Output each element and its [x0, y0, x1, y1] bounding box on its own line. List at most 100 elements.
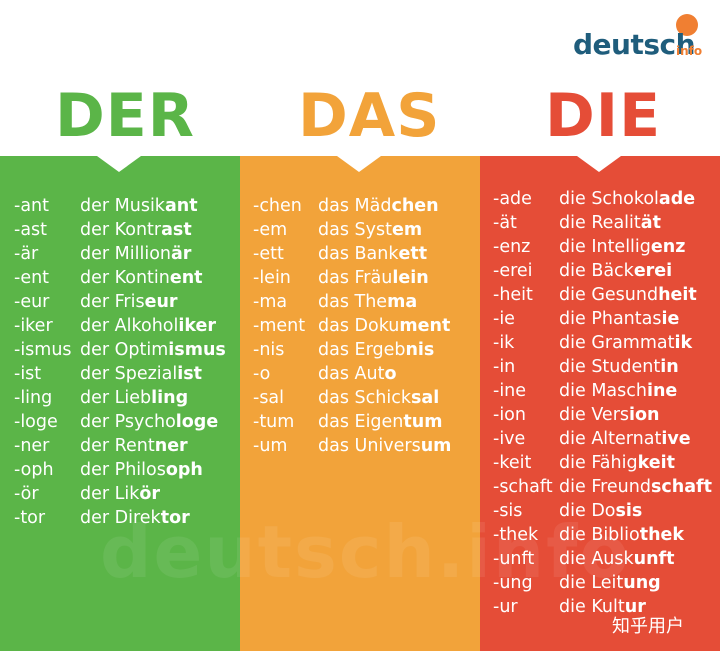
- word-stem: Doku: [354, 316, 400, 336]
- word-ending: ment: [399, 316, 451, 336]
- logo-text: deutsch: [573, 28, 696, 61]
- example-word: die Schokolade: [559, 187, 695, 211]
- suffix-label: -ismus: [14, 340, 72, 360]
- suffix-label: -in: [493, 357, 516, 377]
- example-word: das Eigentum: [318, 410, 442, 434]
- word-ending: o: [384, 364, 397, 384]
- article: die: [559, 549, 592, 569]
- word-stem: Fähig: [591, 453, 638, 473]
- article: das: [318, 316, 355, 336]
- suffix-label: -erei: [493, 261, 533, 281]
- word-stem: Million: [114, 244, 171, 264]
- suffix-label: -ett: [253, 244, 284, 264]
- suffix-label: -schaft: [493, 477, 553, 497]
- word-stem: Kult: [591, 597, 625, 617]
- article: die: [559, 597, 592, 617]
- article: das: [318, 268, 355, 288]
- suffix-label: -thek: [493, 525, 539, 545]
- example-word: die Fähigkeit: [559, 451, 675, 475]
- article: der: [80, 388, 115, 408]
- suffix-label: -ast: [14, 220, 48, 240]
- word-stem: Biblio: [591, 525, 640, 545]
- example-word: die Phantasie: [559, 307, 679, 331]
- example-word: der Musikant: [80, 194, 198, 218]
- suffix-label: -ine: [493, 381, 527, 401]
- word-stem: Kontin: [114, 268, 170, 288]
- article: die: [559, 213, 592, 233]
- example-word: der Kontrast: [80, 218, 192, 242]
- word-stem: Bank: [354, 244, 399, 264]
- word-ending: keit: [637, 453, 675, 473]
- header-der: DER: [55, 81, 195, 151]
- article: das: [318, 388, 355, 408]
- word-stem: Phantas: [591, 309, 662, 329]
- example-word: die Grammatik: [559, 331, 692, 355]
- logo-dot-icon: [676, 14, 698, 36]
- column-das: -chen das Mädchen -em das System -ett das Ban…: [240, 156, 480, 651]
- word-ending: in: [660, 357, 679, 377]
- word-stem: Musik: [114, 196, 165, 216]
- word-stem: Kontr: [114, 220, 162, 240]
- example-word: das Mädchen: [318, 194, 439, 218]
- suffix-label: -är: [14, 244, 39, 264]
- word-stem: Lik: [114, 484, 140, 504]
- word-stem: Alkohol: [114, 316, 179, 336]
- logo-subtext: info: [676, 44, 703, 58]
- word-ending: nis: [405, 340, 435, 360]
- word-ending: um: [420, 436, 452, 456]
- example-word: das Ergebnis: [318, 338, 434, 362]
- word-stem: Ausk: [591, 549, 634, 569]
- article: der: [80, 508, 115, 528]
- word-stem: Masch: [591, 381, 647, 401]
- pointer-das: [337, 156, 381, 172]
- article: das: [318, 292, 355, 312]
- word-stem: Gesund: [591, 285, 659, 305]
- article: das: [318, 244, 355, 264]
- word-ending: lein: [392, 268, 429, 288]
- article: der: [80, 316, 115, 336]
- word-ending: ling: [151, 388, 189, 408]
- article: die: [559, 501, 592, 521]
- suffix-label: -ion: [493, 405, 526, 425]
- suffix-label: -ment: [253, 316, 306, 336]
- word-stem: Aut: [354, 364, 385, 384]
- example-word: das Schicksal: [318, 386, 439, 410]
- word-ending: oph: [165, 460, 203, 480]
- suffix-label: -sal: [253, 388, 285, 408]
- column-die: -ade die Schokolade -ät die Realität -enz die…: [480, 156, 720, 651]
- example-word: das Dokument: [318, 314, 450, 338]
- word-stem: Realit: [591, 213, 641, 233]
- word-ending: sal: [410, 388, 440, 408]
- word-stem: Optim: [114, 340, 169, 360]
- word-ending: ismus: [168, 340, 226, 360]
- word-ending: ion: [629, 405, 660, 425]
- suffix-label: -ör: [14, 484, 39, 504]
- example-word: das Bankett: [318, 242, 427, 266]
- suffix-label: -tum: [253, 412, 295, 432]
- word-ending: ner: [154, 436, 188, 456]
- suffix-label: -ling: [14, 388, 53, 408]
- word-stem: Philos: [114, 460, 166, 480]
- example-word: die Intelligenz: [559, 235, 685, 259]
- word-stem: Freund: [591, 477, 651, 497]
- suffix-label: -nis: [253, 340, 285, 360]
- word-ending: enz: [650, 237, 686, 257]
- word-stem: Leit: [591, 573, 624, 593]
- article: der: [80, 460, 115, 480]
- suffix-label: -loge: [14, 412, 58, 432]
- word-stem: Schick: [354, 388, 411, 408]
- word-stem: Lieb: [114, 388, 152, 408]
- example-word: der Rentner: [80, 434, 188, 458]
- word-ending: ik: [674, 333, 693, 353]
- article: die: [559, 261, 592, 281]
- suffix-label: -em: [253, 220, 288, 240]
- suffix-label: -lein: [253, 268, 291, 288]
- word-ending: iker: [178, 316, 217, 336]
- example-word: das Universum: [318, 434, 451, 458]
- word-stem: Bäck: [591, 261, 634, 281]
- example-word: die Kultur: [559, 595, 646, 619]
- suffix-label: -ive: [493, 429, 526, 449]
- suffix-label: -heit: [493, 285, 533, 305]
- watermark: deutsch.info: [100, 510, 631, 594]
- example-word: die Bäckerei: [559, 259, 672, 283]
